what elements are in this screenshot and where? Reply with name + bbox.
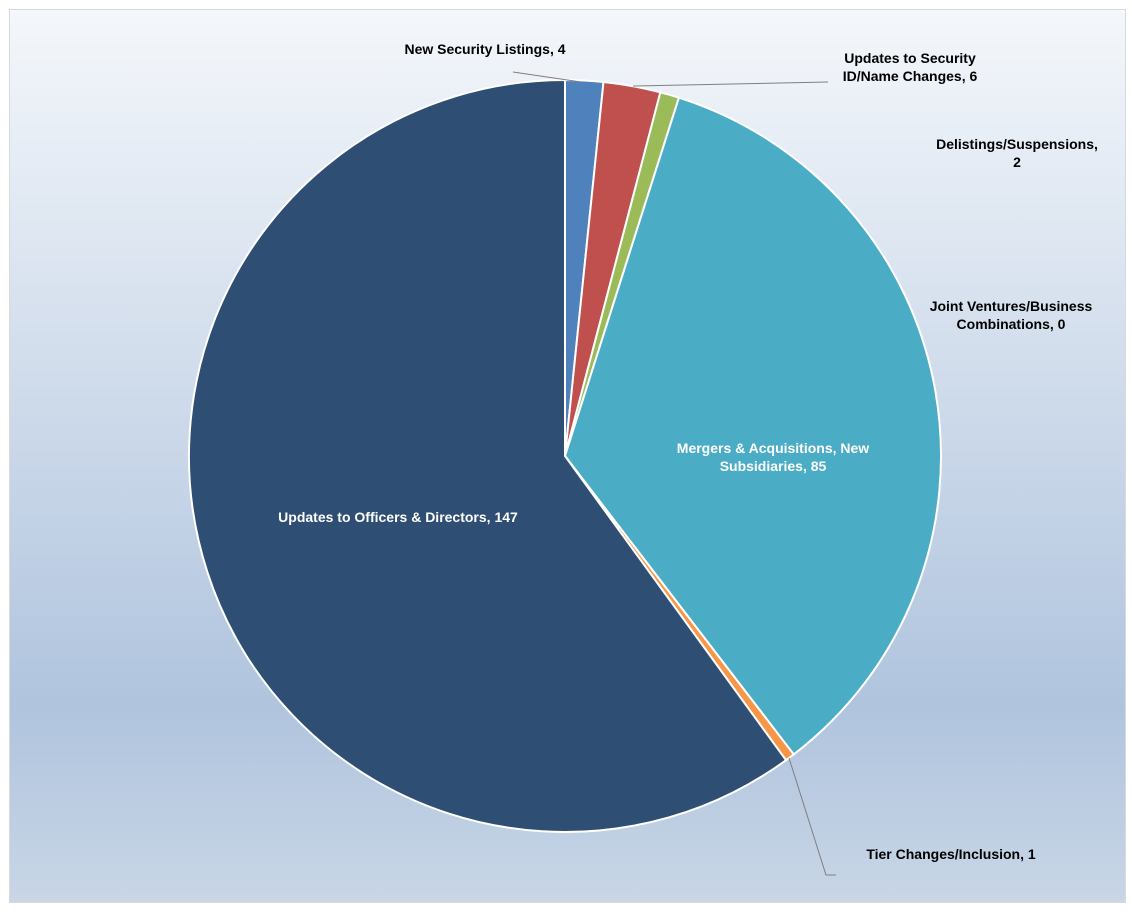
slice-labels: New Security Listings, 4 Updates to Secur… — [278, 41, 1098, 862]
slice-label-delistings-suspensions: Delistings/Suspensions, 2 — [936, 136, 1098, 170]
pie-slice-updates-to-officers-directors — [188, 78, 788, 833]
leader-lines — [512, 71, 836, 876]
slice-label-updates-to-security-id-name-changes: Updates to Security ID/Name Changes, 6 — [843, 50, 978, 84]
leader-line-updates-to-security-id-name-changes — [632, 81, 829, 87]
pie-slice-mergers-acquisitions-new-subsidiaries — [563, 96, 942, 756]
chart-frame: New Security Listings, 4 Updates to Secur… — [9, 9, 1126, 903]
slice-label-joint-ventures-business-combinations: Joint Ventures/Business Combinations, 0 — [930, 298, 1093, 332]
leader-line-tier-changes-inclusion — [788, 757, 836, 876]
slice-label-new-security-listings: New Security Listings, 4 — [404, 41, 565, 57]
leader-line-new-security-listings — [512, 71, 582, 83]
slice-label-mergers-acquisitions-new-subsidiaries: Mergers & Acquisitions, New Subsidiaries,… — [677, 440, 870, 474]
slice-label-updates-to-officers-directors: Updates to Officers & Directors, 147 — [278, 509, 518, 525]
slice-label-tier-changes-inclusion: Tier Changes/Inclusion, 1 — [866, 846, 1036, 862]
pie-chart: New Security Listings, 4 Updates to Secur… — [10, 10, 1125, 902]
pie-slices — [188, 78, 942, 833]
